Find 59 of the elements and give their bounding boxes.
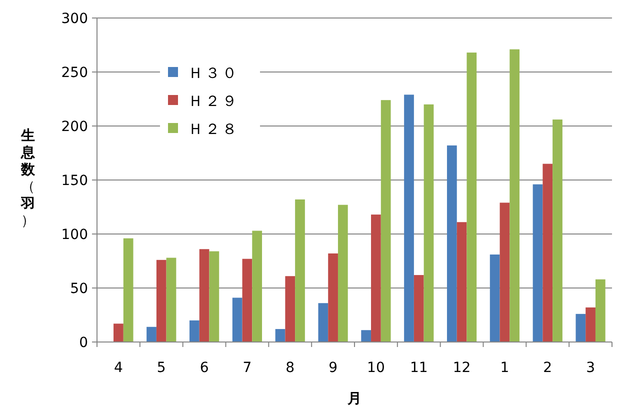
x-tick-label: 10 (367, 360, 385, 376)
y-tick-label: 0 (79, 335, 88, 351)
bar (490, 254, 500, 342)
y-tick-label: 250 (61, 65, 88, 81)
y-axis-title: 生息数（羽） (20, 128, 36, 229)
legend-label: Ｈ２８ (188, 120, 239, 138)
bar (123, 238, 134, 342)
y-tick-label: 150 (61, 173, 88, 189)
bar (404, 94, 414, 342)
bar (371, 214, 381, 342)
x-tick-label: 12 (452, 360, 471, 376)
bar (456, 222, 467, 342)
x-tick-label: 1 (500, 360, 510, 376)
legend-label: Ｈ２９ (188, 92, 239, 110)
bar (500, 202, 510, 342)
x-tick-label: 6 (200, 360, 209, 376)
x-axis-title: 月 (346, 391, 362, 407)
bar (552, 120, 562, 342)
bar (414, 275, 424, 342)
bar (532, 184, 543, 342)
bar (595, 279, 606, 342)
bar (446, 145, 457, 342)
bar (156, 260, 166, 342)
x-tick-label: 7 (242, 360, 252, 376)
x-tick-label: 4 (114, 360, 123, 376)
bar (114, 324, 124, 342)
bar (209, 251, 220, 342)
bar (380, 100, 391, 342)
bar (424, 104, 434, 342)
x-tick-label: 8 (286, 360, 295, 376)
bar (232, 298, 242, 342)
x-tick-label: 9 (328, 360, 338, 376)
bar (338, 204, 348, 342)
x-tick-label: 5 (156, 360, 166, 376)
bar (275, 329, 286, 342)
bar (586, 307, 596, 342)
bar (242, 258, 252, 342)
y-tick-label: 200 (61, 119, 88, 135)
y-tick-label: 100 (61, 227, 88, 243)
bar (252, 230, 262, 342)
x-tick-label: 3 (586, 360, 596, 376)
x-tick-label: 2 (543, 360, 552, 376)
bar (146, 326, 156, 342)
bar (285, 276, 296, 342)
bar (361, 330, 372, 342)
bar (295, 199, 305, 342)
y-tick-label: 50 (70, 281, 88, 297)
bar (542, 164, 553, 342)
legend-label: Ｈ３０ (188, 64, 239, 82)
bar (576, 314, 586, 342)
bar (166, 258, 176, 342)
bar (318, 303, 328, 342)
bar (199, 249, 210, 342)
bar (189, 320, 200, 342)
bar (510, 49, 520, 342)
y-tick-label: 300 (61, 11, 88, 27)
bar (328, 253, 338, 342)
x-tick-label: 11 (410, 360, 428, 376)
bar (466, 52, 477, 342)
